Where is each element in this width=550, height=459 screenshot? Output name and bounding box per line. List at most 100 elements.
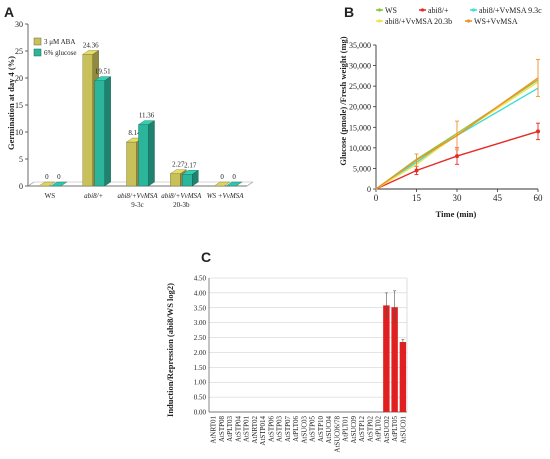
chart-c-x-tick-label: AtSTP06 bbox=[267, 416, 275, 443]
chart-c-x-tick-label: AtNRT02 bbox=[251, 416, 259, 444]
chart-a-x-tick-label: 20-3b bbox=[173, 201, 190, 209]
chart-c-x-tick-label: AtSTP07 bbox=[284, 416, 292, 443]
chart-a-y-axis-title: Germination at day 4 (%) bbox=[6, 56, 16, 150]
chart-b-y-tick-label: 0 bbox=[367, 185, 371, 194]
chart-c-x-tick-label: AtPLT06 bbox=[292, 416, 300, 442]
chart-a-legend-swatch bbox=[33, 48, 42, 57]
chart-c-x-tick-label: AtSTP03 bbox=[276, 416, 284, 443]
chart-a-data-label: 0 bbox=[57, 173, 61, 181]
chart-b-legend-marker bbox=[466, 19, 471, 23]
chart-b-legend-label: WS bbox=[385, 6, 397, 15]
chart-b-x-axis-title: Time (min) bbox=[436, 209, 477, 219]
chart-c-y-tick-label: 4.00 bbox=[194, 289, 207, 297]
chart-a-bar-side bbox=[192, 169, 199, 187]
chart-b-legend-marker bbox=[471, 8, 476, 12]
chart-b-legend-label: WS+VvMSA bbox=[474, 17, 518, 26]
chart-c-x-tick-label: AtSTP014 bbox=[259, 416, 267, 446]
chart-a-data-label: 2.27 bbox=[172, 161, 185, 169]
chart-a-y-tick-label: 30 bbox=[15, 20, 23, 29]
chart-a-x-tick-label: abi8/+ bbox=[84, 192, 103, 200]
chart-c-x-tick-label: AtSTP02 bbox=[366, 416, 374, 443]
chart-a-y-tick-label: 10 bbox=[15, 128, 23, 137]
chart-a-x-tick-label: abi8/+VvMSA bbox=[161, 192, 202, 200]
chart-b-series-line bbox=[375, 81, 539, 190]
chart-a-y-tick-label: 15 bbox=[15, 101, 23, 110]
chart-a-data-label: 19.51 bbox=[95, 68, 111, 76]
chart-c-y-tick-label: 0.50 bbox=[194, 394, 207, 402]
chart-a-bar-top bbox=[225, 181, 243, 187]
chart-a-y-tick-label: 20 bbox=[15, 74, 23, 83]
chart-c-bar bbox=[383, 305, 390, 412]
chart-a-data-label: 2.17 bbox=[184, 161, 197, 169]
chart-c-x-tick-label: AtSTP12 bbox=[358, 416, 366, 443]
chart-a-data-label: 11.36 bbox=[139, 112, 155, 120]
chart-c-x-tick-label: AtPLT03 bbox=[226, 416, 234, 442]
chart-b: Glucose (pmole) /Fresh weight (mg) Time … bbox=[338, 6, 543, 219]
chart-a-bar bbox=[82, 54, 93, 187]
chart-a-bar bbox=[126, 141, 137, 187]
chart-b-y-tick-label: 35,000 bbox=[349, 41, 371, 50]
chart-c-x-tick-label: AtPLT05 bbox=[391, 416, 399, 442]
chart-c-bar bbox=[399, 342, 407, 412]
chart-b-y-tick-label: 25,000 bbox=[349, 82, 371, 91]
chart-a-bar bbox=[182, 174, 193, 187]
chart-a-x-tick-label: abi8/+VvMSA bbox=[117, 192, 158, 200]
chart-b-series-line bbox=[375, 77, 539, 190]
chart-b-y-tick-label: 10,000 bbox=[349, 144, 371, 153]
chart-c-x-tick-label: AtSUC04 bbox=[325, 416, 333, 444]
chart-a-bar-top bbox=[38, 181, 56, 187]
chart-c-y-tick-label: 1.00 bbox=[194, 379, 207, 387]
chart-b-x-tick-label: 30 bbox=[453, 193, 463, 203]
chart-b-point bbox=[414, 168, 419, 173]
chart-c-x-tick-label: AtSTP10 bbox=[317, 416, 325, 443]
chart-a-x-tick-label: 9-3c bbox=[131, 201, 143, 209]
chart-b-legend-label: abi8/+VvMSA 9.3c bbox=[479, 6, 542, 15]
chart-b-x-tick-label: 45 bbox=[493, 193, 503, 203]
chart-b-legend-marker bbox=[420, 8, 425, 12]
chart-c-x-tick-label: AtSTP04 bbox=[234, 416, 242, 443]
chart-b-legend-marker bbox=[377, 19, 382, 23]
chart-b-x-tick-label: 15 bbox=[412, 193, 422, 203]
chart-c-x-tick-label: AtNRT01 bbox=[210, 416, 218, 444]
chart-a-bar-side bbox=[148, 120, 155, 187]
chart-a-x-tick-label: WS +VvMSA bbox=[207, 192, 245, 200]
chart-a-data-label: 0 bbox=[45, 173, 49, 181]
chart-b-y-tick-label: 20,000 bbox=[349, 103, 371, 112]
chart-a-bar-top bbox=[213, 181, 231, 187]
chart-c-x-tick-label: AtSUC03 bbox=[300, 416, 308, 444]
chart-a-legend-label: 6% glucose bbox=[44, 49, 76, 57]
chart-a-bar-side bbox=[104, 76, 111, 187]
chart-b-legend-label: abi8/+VvMSA 20.3b bbox=[385, 17, 452, 26]
chart-b-y-tick-label: 15,000 bbox=[349, 123, 371, 132]
chart-c-x-tick-label: AtSTP01 bbox=[243, 416, 251, 443]
chart-a-floor-corner bbox=[27, 181, 35, 187]
chart-b-x-tick-label: 0 bbox=[374, 193, 379, 203]
chart-a-y-tick-label: 5 bbox=[19, 155, 23, 164]
chart-c-x-tick-label: AtSUC06/78 bbox=[333, 416, 341, 453]
panel-letter-a: A bbox=[4, 4, 14, 20]
chart-a-data-label: 8.14 bbox=[128, 129, 141, 137]
chart-c-x-tick-label: AtSUC09 bbox=[350, 416, 358, 444]
chart-c-y-axis-title: Induction/Repression (abi8/WS log2) bbox=[165, 283, 175, 417]
chart-a-bar bbox=[138, 124, 149, 187]
chart-b-y-axis-title: Glucose (pmole) /Fresh weight (mg) bbox=[338, 36, 348, 165]
chart-c-y-tick-label: 2.00 bbox=[194, 349, 207, 357]
chart-c-x-tick-label: AtPLT02 bbox=[375, 416, 383, 442]
chart-c-x-tick-label: AtSTP08 bbox=[218, 416, 226, 443]
chart-b-point bbox=[536, 129, 540, 134]
chart-c-y-tick-label: 4.50 bbox=[194, 275, 207, 283]
chart-b-legend-marker bbox=[377, 8, 382, 12]
chart-a-bar-top bbox=[50, 181, 68, 187]
chart-c-y-tick-label: 0.00 bbox=[194, 409, 207, 417]
chart-c-bar bbox=[391, 307, 398, 412]
chart-b-y-tick-label: 30,000 bbox=[349, 62, 371, 71]
panel-letter-b: B bbox=[344, 4, 354, 20]
chart-a-legend-label: 3 μM ABA bbox=[44, 38, 75, 46]
chart-a-y-tick-label: 0 bbox=[19, 182, 23, 191]
chart-c: Induction/Repression (abi8/WS log2) 0.00… bbox=[165, 275, 407, 453]
chart-b-y-tick-label: 5,000 bbox=[353, 164, 371, 173]
chart-c-y-tick-label: 3.00 bbox=[194, 319, 207, 327]
chart-c-x-tick-label: AtSUC01 bbox=[399, 416, 407, 444]
